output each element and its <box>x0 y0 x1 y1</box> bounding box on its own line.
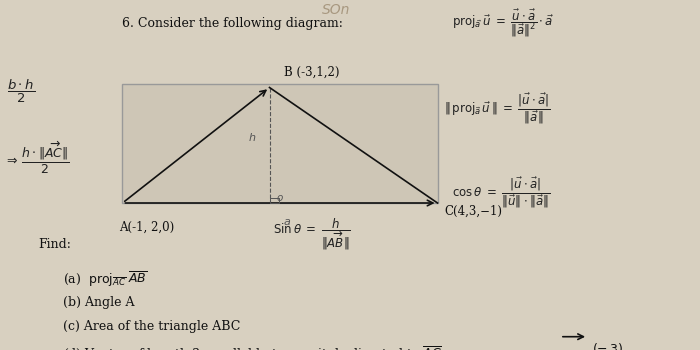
Text: a: a <box>284 217 290 227</box>
Text: $\Rightarrow\,\dfrac{h\cdot\|\overrightarrow{AC}\|}{2}$: $\Rightarrow\,\dfrac{h\cdot\|\overrighta… <box>4 140 69 175</box>
Text: $\|\,\mathrm{proj}_{\vec{a}}\,\vec{u}\,\|\;=\;\dfrac{|\vec{u}\cdot\vec{a}|}{\|\v: $\|\,\mathrm{proj}_{\vec{a}}\,\vec{u}\,\… <box>444 91 552 126</box>
Text: (a)  $\mathrm{proj}_{\overline{AC}}\;\overline{AB}$: (a) $\mathrm{proj}_{\overline{AC}}\;\ove… <box>63 270 148 289</box>
Text: Find:: Find: <box>38 238 71 251</box>
Text: h: h <box>248 133 256 143</box>
Text: $\dfrac{b \cdot h}{2}$: $\dfrac{b \cdot h}{2}$ <box>7 77 35 105</box>
Text: B (-3,1,2): B (-3,1,2) <box>284 66 339 79</box>
Text: $\cos\theta\;=\;\dfrac{|\vec{u}\cdot\vec{a}|}{\|\vec{u}\|\cdot\|\vec{a}\|}$: $\cos\theta\;=\;\dfrac{|\vec{u}\cdot\vec… <box>452 175 550 210</box>
Text: (c) Area of the triangle ABC: (c) Area of the triangle ABC <box>63 320 240 333</box>
Text: (b) Angle A: (b) Angle A <box>63 296 134 309</box>
Text: (d) Vector of length 3 parallel but oppositely directed to $\overline{AC}$.: (d) Vector of length 3 parallel but oppo… <box>63 345 444 350</box>
FancyBboxPatch shape <box>122 84 438 203</box>
Text: C(4,3,−1): C(4,3,−1) <box>444 205 503 218</box>
Text: o: o <box>276 193 284 203</box>
Text: A(-1, 2,0): A(-1, 2,0) <box>119 220 174 233</box>
Text: $(-\,3)$: $(-\,3)$ <box>592 341 622 350</box>
Text: SOn: SOn <box>322 4 350 18</box>
Text: $\mathrm{proj}_{\vec{a}}\,\vec{u}\;=\;\dfrac{\vec{u}\cdot\vec{a}}{\|\vec{a}\|^2}: $\mathrm{proj}_{\vec{a}}\,\vec{u}\;=\;\d… <box>452 7 554 39</box>
Text: 6. Consider the following diagram:: 6. Consider the following diagram: <box>122 18 344 30</box>
Text: $\mathrm{Sin}\,\theta\;=\;\dfrac{h}{\|\overrightarrow{AB}\|}$: $\mathrm{Sin}\,\theta\;=\;\dfrac{h}{\|\o… <box>273 217 351 252</box>
